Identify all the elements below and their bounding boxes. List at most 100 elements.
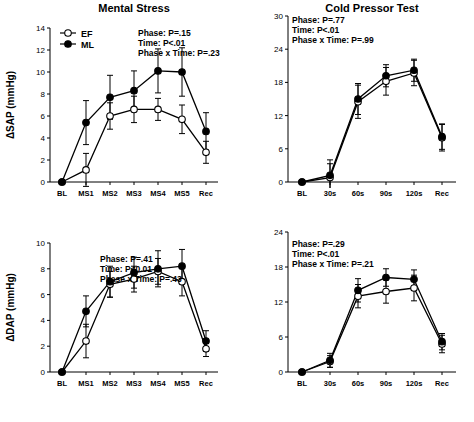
y-axis <box>50 243 51 372</box>
error-cap <box>355 118 361 119</box>
y-tick <box>285 267 288 268</box>
x-tick-label: MS2 <box>102 379 117 388</box>
error-cap <box>83 326 89 327</box>
error-cap <box>155 250 161 251</box>
error-bar <box>203 113 209 150</box>
y-tick-label: 8 <box>41 90 46 99</box>
x-tick-label: 30s <box>324 189 337 198</box>
annotation: Time: P<.01 <box>292 25 340 35</box>
x-tick <box>110 182 111 185</box>
error-bar <box>83 101 89 145</box>
series-line <box>302 73 442 182</box>
plot-area <box>59 48 210 187</box>
error-bar <box>327 353 333 367</box>
series-line <box>302 288 442 372</box>
series-line <box>302 70 442 182</box>
x-axis <box>288 182 456 183</box>
error-cap <box>327 159 333 160</box>
x-tick-label: 60s <box>352 189 365 198</box>
annotation: Phase x Time: P=.43 <box>100 274 182 284</box>
x-tick <box>134 182 135 185</box>
x-tick <box>358 182 359 185</box>
y-tick <box>47 182 50 183</box>
y-tick <box>47 268 50 269</box>
y-tick-label: 8 <box>41 265 46 274</box>
data-point <box>203 345 210 352</box>
data-point <box>155 266 162 273</box>
legend-marker <box>65 30 72 37</box>
x-tick-label: 120s <box>406 189 423 198</box>
x-tick-label: MS3 <box>126 379 141 388</box>
x-tick-label: BL <box>297 189 307 198</box>
data-point <box>203 128 210 135</box>
x-tick <box>86 372 87 375</box>
x-tick-label: MS1 <box>78 189 93 198</box>
y-axis <box>288 16 289 182</box>
y-tick <box>285 372 288 373</box>
y-tick-label: 0 <box>279 178 284 187</box>
x-tick-label: 90s <box>380 379 393 388</box>
panel: 06121824BL30s60s90s120sRecPhase: P=.29Ti… <box>274 228 456 388</box>
error-cap <box>179 96 185 97</box>
error-bar <box>355 84 361 115</box>
data-point <box>203 338 210 345</box>
panel: ΔDAP (mmHg)0246810BLMS1MS2MS3MS4MS5RecPh… <box>5 239 218 388</box>
error-cap <box>203 330 209 331</box>
error-cap <box>383 268 389 269</box>
annotation: Time: P<.01 <box>292 249 340 259</box>
y-tick <box>47 50 50 51</box>
error-cap <box>107 297 113 298</box>
y-tick <box>47 372 50 373</box>
annotation: Phase x Time: P=.21 <box>292 259 374 269</box>
data-point <box>83 167 90 174</box>
error-cap <box>203 112 209 113</box>
x-tick-label: Rec <box>199 189 213 198</box>
error-cap <box>179 105 185 106</box>
series-line <box>62 71 206 182</box>
data-point <box>59 369 66 376</box>
data-point <box>299 369 306 376</box>
data-point <box>383 288 390 295</box>
x-tick <box>358 372 359 375</box>
data-point <box>59 369 66 376</box>
figure: Mental StressΔSAP (mmHg)02468101214BLMS1… <box>0 0 474 422</box>
error-bar <box>355 279 361 302</box>
data-point <box>155 68 162 75</box>
x-tick <box>134 372 135 375</box>
data-point <box>203 149 210 156</box>
error-cap <box>355 307 361 308</box>
data-point <box>327 172 334 179</box>
data-point <box>83 119 90 126</box>
error-cap <box>155 120 161 121</box>
y-tick-label: 0 <box>41 368 46 377</box>
error-cap <box>107 75 113 76</box>
error-bar <box>411 275 417 301</box>
error-bar <box>83 296 89 327</box>
error-bar <box>131 71 137 111</box>
y-tick <box>285 337 288 338</box>
error-cap <box>439 123 445 124</box>
y-tick-label: 14 <box>36 24 45 33</box>
y-tick-label: 18 <box>274 263 283 272</box>
y-tick <box>285 82 288 83</box>
x-tick <box>330 372 331 375</box>
error-cap <box>411 85 417 86</box>
annotation: Time: P<.01 <box>138 38 186 48</box>
error-cap <box>439 333 445 334</box>
legend-label: ML <box>81 40 94 50</box>
error-bar <box>107 75 113 119</box>
y-tick <box>285 182 288 183</box>
error-cap <box>179 249 185 250</box>
error-cap <box>155 98 161 99</box>
error-bar <box>411 59 417 81</box>
x-tick-label: Rec <box>435 379 449 388</box>
x-tick-label: MS3 <box>126 189 141 198</box>
annotation: Phase: P=.77 <box>292 15 345 25</box>
y-tick <box>47 320 50 321</box>
error-cap <box>131 292 137 293</box>
y-tick-label: 24 <box>274 228 283 237</box>
y-tick <box>285 148 288 149</box>
error-cap <box>411 81 417 82</box>
error-bar <box>439 124 445 149</box>
data-point <box>355 287 362 294</box>
